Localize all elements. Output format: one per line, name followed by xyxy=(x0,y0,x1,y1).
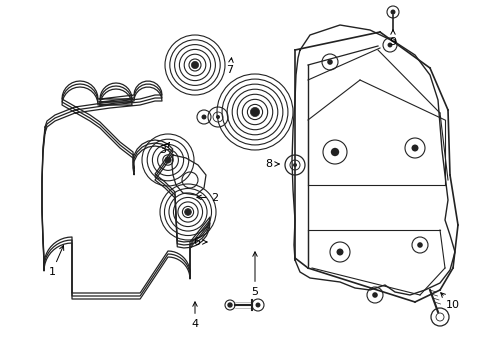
Text: 8: 8 xyxy=(265,159,279,169)
Circle shape xyxy=(201,114,206,120)
Text: 10: 10 xyxy=(440,293,459,310)
Circle shape xyxy=(255,302,260,307)
Circle shape xyxy=(184,209,191,215)
Text: 5: 5 xyxy=(251,252,258,297)
Text: 9: 9 xyxy=(388,30,396,47)
Circle shape xyxy=(191,62,198,69)
Text: 3: 3 xyxy=(159,143,169,155)
Circle shape xyxy=(387,42,392,48)
Circle shape xyxy=(292,163,296,167)
Circle shape xyxy=(336,248,343,256)
Text: 4: 4 xyxy=(191,302,198,329)
Text: 6: 6 xyxy=(193,237,206,247)
Circle shape xyxy=(250,107,259,117)
Text: 1: 1 xyxy=(48,246,63,277)
Circle shape xyxy=(411,144,418,152)
Circle shape xyxy=(216,115,220,119)
Circle shape xyxy=(371,292,377,298)
Text: 7: 7 xyxy=(226,58,233,75)
Text: 2: 2 xyxy=(197,193,218,203)
Circle shape xyxy=(416,242,422,248)
Circle shape xyxy=(326,59,332,65)
Circle shape xyxy=(227,303,231,307)
Circle shape xyxy=(390,9,395,14)
Circle shape xyxy=(330,148,339,156)
Circle shape xyxy=(164,157,171,163)
